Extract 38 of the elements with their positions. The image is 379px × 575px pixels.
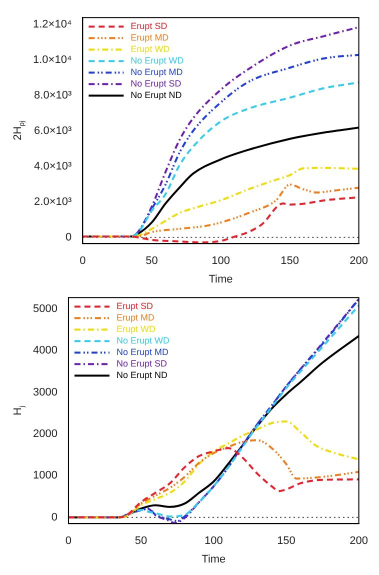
legend-label: No Erupt ND bbox=[116, 370, 168, 380]
y-tick-label: 8.0×10³ bbox=[34, 90, 72, 102]
y-tick-label: 3000 bbox=[32, 386, 58, 398]
x-axis-title: Time bbox=[202, 553, 226, 566]
x-tick-label: 100 bbox=[204, 535, 223, 548]
legend-label: No Erupt ND bbox=[130, 90, 182, 100]
y-tick-label: 6.0×10³ bbox=[34, 125, 72, 138]
y-tick-label: 4.0×10³ bbox=[34, 160, 72, 173]
legend-label: No Erupt WD bbox=[130, 56, 184, 66]
x-tick-label: 200 bbox=[350, 535, 368, 548]
x-tick-label: 50 bbox=[146, 255, 158, 268]
y-tick-label: 0 bbox=[66, 231, 72, 244]
x-axis-title: Time bbox=[208, 273, 233, 286]
legend-label: Erupt SD bbox=[130, 21, 168, 32]
y-tick-label: 1.0×10⁴ bbox=[32, 54, 72, 66]
y-tick-label: 2000 bbox=[32, 428, 58, 440]
legend-label: No Erupt WD bbox=[116, 336, 170, 346]
legend-label: No Erupt SD bbox=[130, 78, 182, 89]
x-tick-label: 150 bbox=[277, 535, 296, 548]
x-tick-label: 100 bbox=[212, 255, 230, 268]
y-tick-label: 0 bbox=[51, 511, 58, 524]
y-tick-label: 4000 bbox=[32, 344, 58, 357]
y-tick-label: 1000 bbox=[32, 470, 58, 482]
legend-label: Erupt WD bbox=[116, 324, 156, 334]
y-tick-label: 1.2×10⁴ bbox=[32, 18, 72, 31]
x-tick-label: 50 bbox=[134, 535, 148, 548]
x-tick-label: 200 bbox=[350, 255, 368, 268]
legend-label: No Erupt MD bbox=[116, 347, 169, 358]
y-tick-label: 5000 bbox=[32, 302, 58, 315]
legend-label: No Erupt MD bbox=[130, 67, 184, 78]
x-tick-label: 0 bbox=[80, 255, 86, 268]
x-tick-label: 150 bbox=[280, 255, 299, 268]
legend-label: No Erupt SD bbox=[116, 358, 168, 369]
legend-label: Erupt MD bbox=[116, 312, 155, 323]
legend-label: Erupt MD bbox=[130, 32, 170, 43]
legend-label: Erupt WD bbox=[130, 44, 170, 54]
legend-label: Erupt SD bbox=[116, 301, 154, 312]
y-tick-label: 2.0×10³ bbox=[34, 196, 72, 208]
